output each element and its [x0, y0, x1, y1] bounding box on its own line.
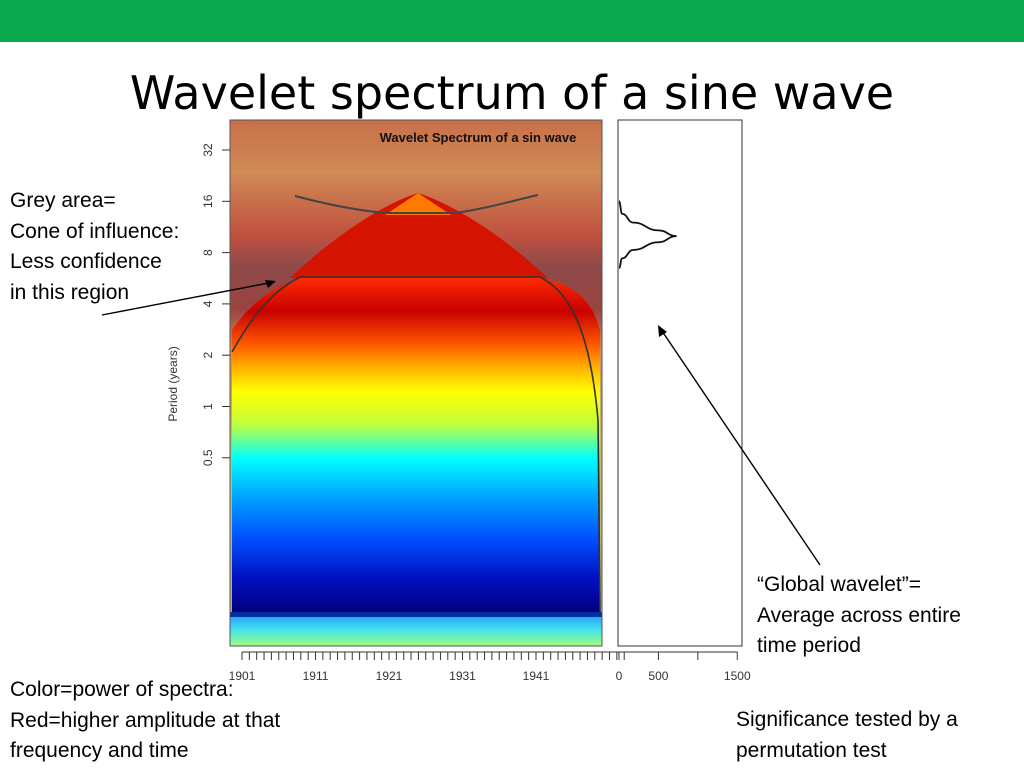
gw-x-tick-label: 1500	[724, 669, 751, 683]
arrowhead-grey-area	[265, 280, 276, 288]
heatmap-frame	[229, 119, 603, 647]
gw-x-tick-label: 500	[648, 669, 668, 683]
x-tick-label: 1901	[229, 669, 256, 683]
y-tick-label: 32	[201, 143, 215, 157]
chart-title: Wavelet Spectrum of a sin wave	[380, 130, 577, 145]
annotation-grey-area: Grey area= Cone of influence: Less confi…	[10, 189, 180, 304]
gw-x-tick-label: 0	[616, 669, 623, 683]
y-axis-label: Period (years)	[166, 346, 180, 421]
heatmap-top-lobe	[290, 193, 548, 278]
arrowhead-global-wavelet	[658, 325, 667, 337]
y-tick-label: 16	[201, 194, 215, 208]
heatmap-base-edge	[230, 612, 602, 617]
y-tick-label: 4	[201, 300, 215, 307]
global-wavelet-frame	[617, 119, 743, 647]
x-axis-ticks: 1901 1911 1921 1931 1941	[229, 651, 625, 683]
x-tick-label: 1941	[523, 669, 550, 683]
x-tick-label: 1911	[303, 669, 329, 683]
global-wavelet-x-ticks: 0 500 1500	[616, 651, 751, 683]
x-tick-label: 1921	[376, 669, 403, 683]
y-tick-label: 1	[201, 403, 215, 410]
arrow-global-wavelet	[659, 327, 821, 566]
top-accent-bar	[0, 0, 1024, 42]
global-wavelet-line	[618, 200, 677, 269]
heatmap-base-band	[230, 612, 602, 646]
arrow-grey-area	[101, 281, 275, 316]
annotation-color-power: Color=power of spectra: Red=higher ampli…	[10, 678, 281, 762]
y-axis-ticks: 0.5 1 2 4 8 16 32	[201, 143, 230, 466]
heatmap-top-tip	[385, 193, 451, 215]
slide-title: Wavelet spectrum of a sine wave	[129, 66, 895, 120]
heatmap-panel	[230, 120, 602, 646]
annotation-significance: Significance tested by a permutation tes…	[736, 708, 958, 762]
y-tick-label: 2	[201, 352, 215, 359]
coi-contour-top	[294, 194, 539, 214]
annotation-global-wavelet: “Global wavelet”= Average across entire …	[757, 573, 961, 657]
heatmap-body	[232, 278, 600, 612]
y-tick-label: 0.5	[201, 449, 215, 466]
coi-contour-left	[231, 276, 601, 613]
y-tick-label: 8	[201, 249, 215, 256]
x-tick-label: 1931	[449, 669, 476, 683]
